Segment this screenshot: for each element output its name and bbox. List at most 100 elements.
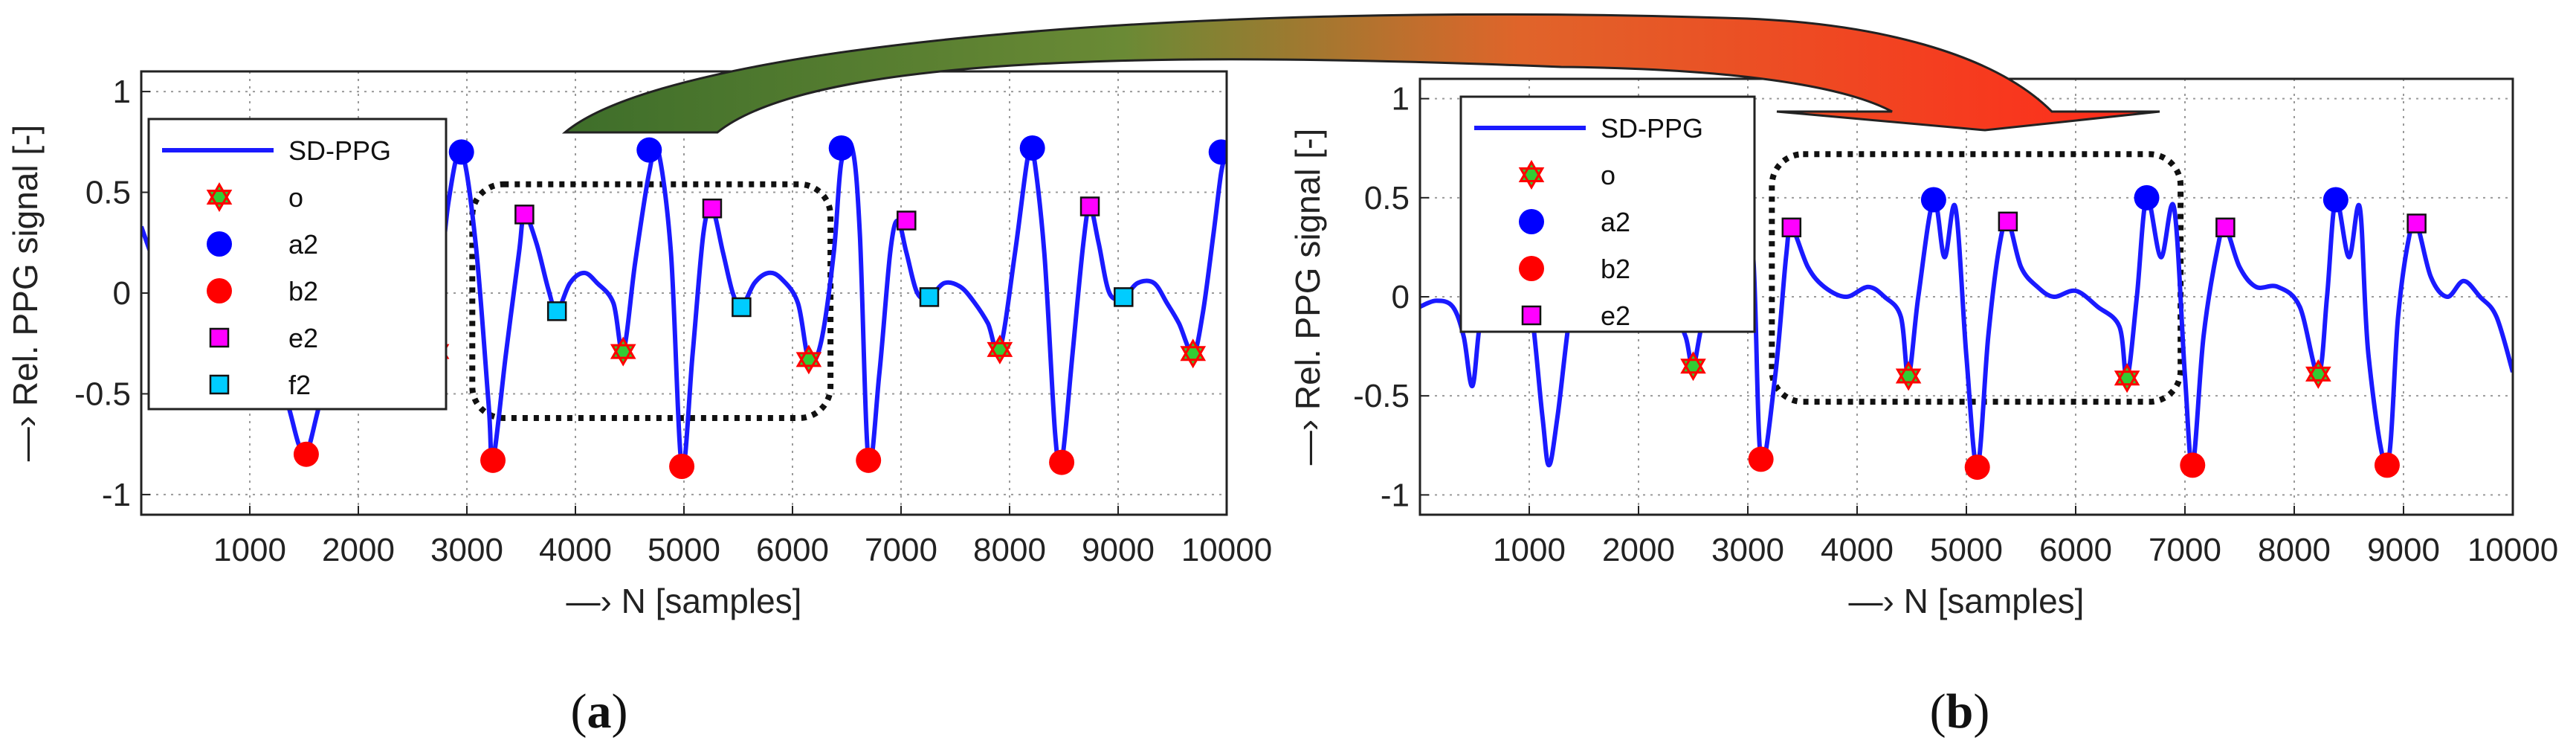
panel-b-legend-box [1459,95,1756,333]
panel-a-x-tick-label: 10000 [1181,532,1272,568]
panel-a-legend-label: o [288,182,303,213]
panel-a-marker-e2 [897,211,917,231]
panel-a-marker-a2 [1019,135,1045,161]
panel-b-x-tick-label: 6000 [2039,532,2112,568]
panel-b-marker-a2 [1920,187,1946,213]
panel-a-marker-f2 [919,287,940,307]
panel-b-x-tick-label: 8000 [2258,532,2331,568]
panel-a-legend-swatch-o [206,181,233,213]
panel-a-marker-a2 [448,139,474,165]
panel-a-x-tick-label: 2000 [322,532,395,568]
panel-b-legend: SD-PPG o a2 b2 e2 [1459,95,1756,333]
panel-b-x-tick-label: 1000 [1493,532,1566,568]
panel-b-y-tick-label: 0.5 [1364,180,1410,216]
panel-a-legend-swatch-f2 [209,374,230,395]
panel-b-y-tick-label: 0 [1392,279,1410,315]
caption-b: (b) [1930,684,1990,739]
panel-a-marker-e2 [702,198,723,219]
panel-a-marker-o [1180,338,1207,369]
panel-a-x-tick-label: 6000 [756,532,829,568]
panel-a-x-tick-label: 9000 [1082,532,1155,568]
panel-a-y-tick-label: 0.5 [85,175,131,211]
panel-a-marker-a2 [636,137,662,163]
transition-arrow [561,13,2160,134]
panel-a-marker-o [987,334,1013,364]
panel-b-marker-b2 [1748,446,1774,472]
panel-b-marker-o [1895,361,1922,391]
panel-b-marker-o [2114,363,2140,393]
panel-b-marker-o [2305,359,2331,389]
panel-b-legend-label: a2 [1601,207,1630,237]
panel-b-marker-e2 [1781,217,1802,238]
panel-a-marker-e2 [1079,196,1100,216]
panel-a-legend-swatch-a2 [207,231,232,257]
caption-b-label: b [1946,684,1974,739]
panel-a-legend-label: SD-PPG [288,135,391,166]
panel-b-marker-a2 [2134,184,2160,211]
panel-a-marker-b2 [1049,449,1075,475]
panel-a-legend-box [147,118,448,411]
panel-b-marker-b2 [2374,452,2400,478]
panel-b-legend-label: SD-PPG [1601,113,1703,144]
panel-b-x-tick-label: 3000 [1711,532,1784,568]
panel-b-marker-e2 [2406,213,2427,234]
panel-a-marker-f2 [546,301,567,321]
panel-a-x-axis-label: —› N [samples] [566,582,802,620]
panel-a-axes-frame [140,70,1228,516]
panel-b-y-tick-label: -0.5 [1353,378,1410,414]
panel-b-y-tick-label: -1 [1381,477,1410,513]
panel-a-marker-o [610,336,636,367]
panel-a: 1000 2000 3000 4000 5000 6000 7000 8000 9000 1000… [6,70,1272,620]
panel-a-x-tick-label: 1000 [213,532,286,568]
panel-b-x-tick-label: 10000 [2467,532,2558,568]
panel-a-marker-f2 [1114,287,1134,307]
panel-a-legend-label: e2 [288,323,318,353]
panel-a-x-tick-label: 3000 [430,532,503,568]
panel-a-highlight-box [469,181,834,421]
panel-b-x-tick-label: 7000 [2149,532,2221,568]
panel-b-legend-swatch-a2 [1519,209,1544,234]
panel-a-legend-label: a2 [288,229,318,260]
panel-b-marker-o [1680,351,1706,382]
panel-a-legend-label: f2 [288,370,311,400]
panel-b-legend-swatch-o [1518,159,1545,190]
panel-a-y-tick-label: -0.5 [74,376,131,412]
panel-a-x-tick-label: 5000 [648,532,720,568]
panel-b-legend-label: e2 [1601,301,1630,331]
panel-b-marker-b2 [1964,454,1990,481]
panel-b-marker-e2 [1998,211,2018,232]
panel-a-legend-label: b2 [288,276,318,306]
panel-b-x-tick-label: 4000 [1821,532,1894,568]
panel-b-highlight-box [1769,151,2184,405]
panel-b-marker-a2 [2322,187,2349,213]
panel-a-legend-swatch-e2 [209,327,230,348]
panel-b-x-tick-label: 5000 [1930,532,2003,568]
panel-b-legend-label: b2 [1601,254,1630,284]
panel-a-y-tick-label: 0 [113,275,131,312]
panel-b-x-axis-label: —› N [samples] [1849,582,2085,620]
panel-b-legend-swatch-e2 [1521,305,1542,326]
panel-a-marker-o [795,344,822,375]
panel-a-marker-a2 [828,135,854,161]
panel-b-legend-swatch-b2 [1519,256,1544,281]
panel-b-x-tick-label: 2000 [1602,532,1675,568]
panel-a-x-tick-label: 7000 [865,532,937,568]
panel-b-y-tick-label: 1 [1392,81,1410,118]
panel-a-y-tick-label: -1 [102,477,131,513]
panel-b-x-tick-label: 9000 [2367,532,2440,568]
panel-a-marker-b2 [856,447,882,473]
panel-a-marker-b2 [293,441,319,467]
panel-a-y-axis-label: —› Rel. PPG signal [-] [6,125,45,461]
panel-b-legend-label: o [1601,160,1615,190]
panel-a-x-tick-label: 8000 [973,532,1046,568]
panel-a-legend-swatch-b2 [207,278,232,303]
panel-a-marker-b2 [480,447,506,473]
panel-a-marker-e2 [514,205,535,225]
panel-a-marker-f2 [732,297,752,318]
panel-b: 1000 2000 3000 4000 5000 6000 7000 8000 9000 1000… [1288,77,2558,620]
panel-b-data-layer [1420,151,2513,481]
panel-a-x-tick-label: 4000 [539,532,612,568]
panel-a-marker-a2 [1208,139,1227,165]
panel-b-marker-b2 [2180,452,2206,478]
panel-a-legend: SD-PPG o a2 b2 e2 f2 [147,118,448,411]
